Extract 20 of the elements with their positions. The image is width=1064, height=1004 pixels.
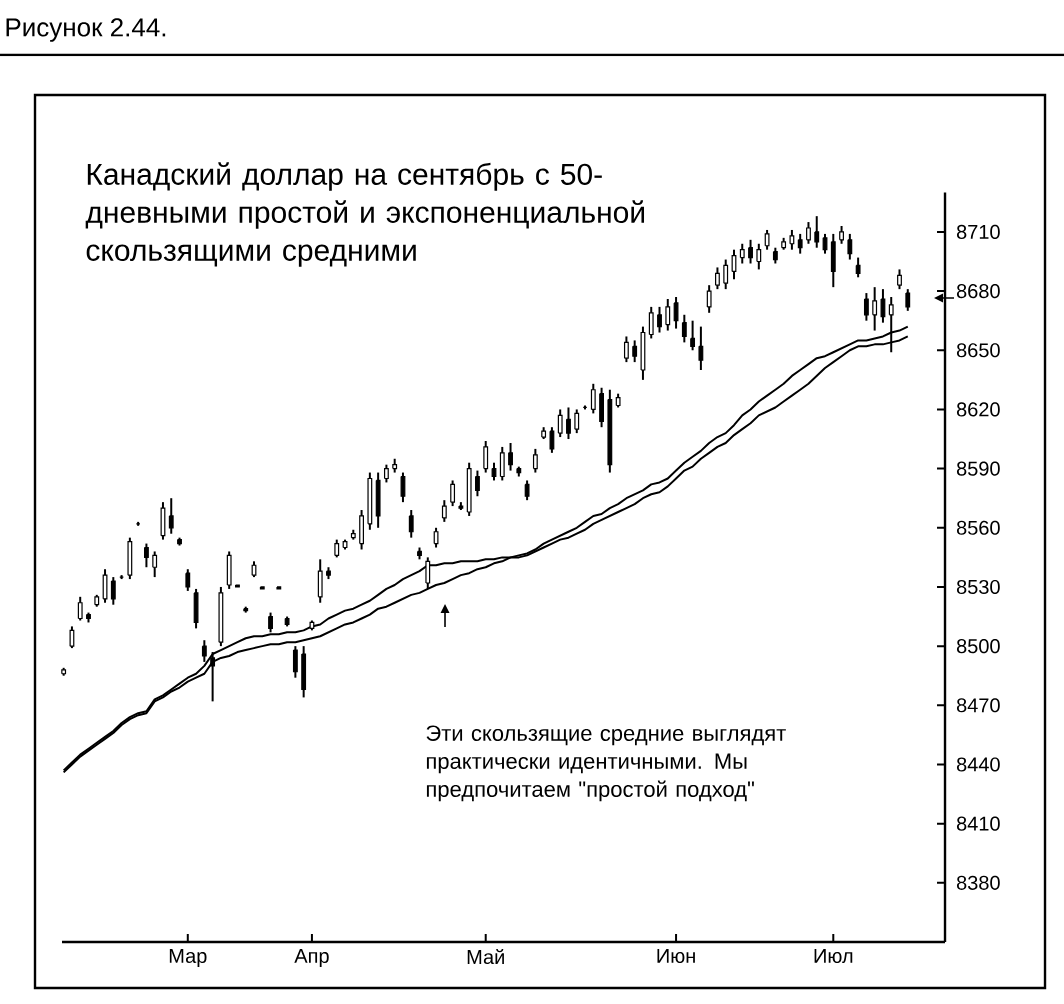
x-tick-label: Май <box>467 949 504 965</box>
x-tick-label: Апр <box>294 949 329 967</box>
y-tick-label: 8710 <box>956 224 1000 240</box>
chart-title: Канадский доллар на сентябрь с 50-дневными простой и экспоненциальной скользящими средними <box>85 162 645 267</box>
y-tick-label: 8380 <box>956 875 1000 890</box>
x-tick-label: Мар <box>169 949 207 967</box>
y-tick-label: 8440 <box>956 757 1000 772</box>
y-tick-label: 8650 <box>956 343 1000 358</box>
x-tick-label: Июл <box>814 949 853 963</box>
y-tick-label: 8470 <box>956 698 1000 713</box>
annotation: Эти скользящие средние выглядят практически идентичными. Мы предпочитаем "простой подход" <box>426 725 786 802</box>
y-tick-label: 8680 <box>956 284 1000 299</box>
y-tick-label: 8620 <box>956 402 1000 417</box>
x-tick-label: Июн <box>657 949 695 963</box>
text: Рисунок 2.44. <box>6 18 166 42</box>
y-tick-label: 8500 <box>956 639 1000 654</box>
y-tick-label: 8560 <box>956 520 1000 535</box>
y-tick-label: 8410 <box>956 816 1000 831</box>
y-tick-label: 8590 <box>956 461 1000 476</box>
y-tick-label: 8530 <box>956 579 1000 595</box>
